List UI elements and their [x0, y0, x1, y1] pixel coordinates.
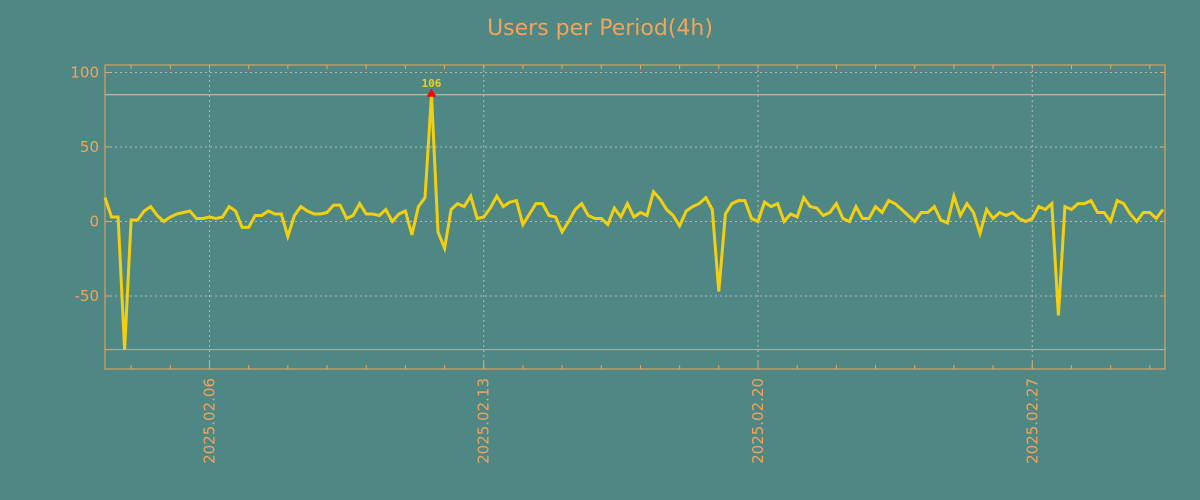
y-tick-label: 50	[80, 138, 99, 156]
x-tick-label: 2025.02.27	[1023, 378, 1041, 464]
chart-title: Users per Period(4h)	[487, 16, 713, 41]
peak-label: 106	[422, 77, 442, 90]
x-tick-label: 2025.02.20	[749, 378, 767, 464]
y-tick-label: 100	[70, 63, 99, 81]
x-tick-label: 2025.02.13	[475, 378, 493, 464]
x-tick-label: 2025.02.06	[200, 378, 218, 464]
plot-frame	[104, 64, 1166, 370]
series-line-users	[103, 94, 1165, 350]
y-tick-label: 0	[89, 212, 99, 230]
peak-marker-icon	[426, 88, 437, 97]
y-tick-label: -50	[75, 287, 100, 305]
